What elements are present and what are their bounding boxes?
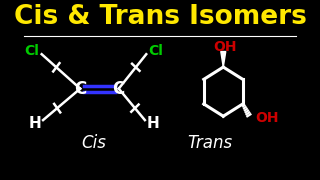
Text: C: C (74, 80, 86, 98)
Text: OH: OH (214, 40, 237, 54)
Polygon shape (221, 51, 226, 67)
Text: OH: OH (255, 111, 278, 125)
Text: H: H (29, 116, 42, 131)
Text: Cis: Cis (82, 134, 107, 152)
Text: Cl: Cl (148, 44, 163, 58)
Text: H: H (146, 116, 159, 131)
Text: Cis & Trans Isomers: Cis & Trans Isomers (13, 4, 307, 30)
Text: Cl: Cl (25, 44, 39, 58)
Text: Trans: Trans (187, 134, 232, 152)
Text: C: C (113, 80, 125, 98)
